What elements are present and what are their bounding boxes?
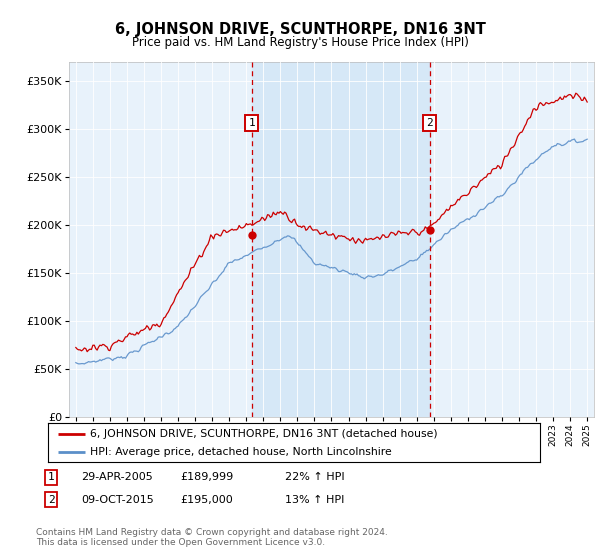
Text: 09-OCT-2015: 09-OCT-2015 [81,494,154,505]
Text: 13% ↑ HPI: 13% ↑ HPI [285,494,344,505]
Text: Contains HM Land Registry data © Crown copyright and database right 2024.
This d: Contains HM Land Registry data © Crown c… [36,528,388,547]
Bar [252,62,430,417]
Text: 29-APR-2005: 29-APR-2005 [81,472,153,482]
Text: 1: 1 [248,118,255,128]
Text: Price paid vs. HM Land Registry's House Price Index (HPI): Price paid vs. HM Land Registry's House … [131,36,469,49]
Text: 6, JOHNSON DRIVE, SCUNTHORPE, DN16 3NT (detached house): 6, JOHNSON DRIVE, SCUNTHORPE, DN16 3NT (… [90,429,437,439]
Text: £195,000: £195,000 [180,494,233,505]
Text: 22% ↑ HPI: 22% ↑ HPI [285,472,344,482]
Text: 2: 2 [427,118,433,128]
Text: HPI: Average price, detached house, North Lincolnshire: HPI: Average price, detached house, Nort… [90,447,392,457]
Text: £189,999: £189,999 [180,472,233,482]
Text: 1: 1 [47,472,55,482]
Text: 2: 2 [47,494,55,505]
Text: 6, JOHNSON DRIVE, SCUNTHORPE, DN16 3NT: 6, JOHNSON DRIVE, SCUNTHORPE, DN16 3NT [115,22,485,38]
